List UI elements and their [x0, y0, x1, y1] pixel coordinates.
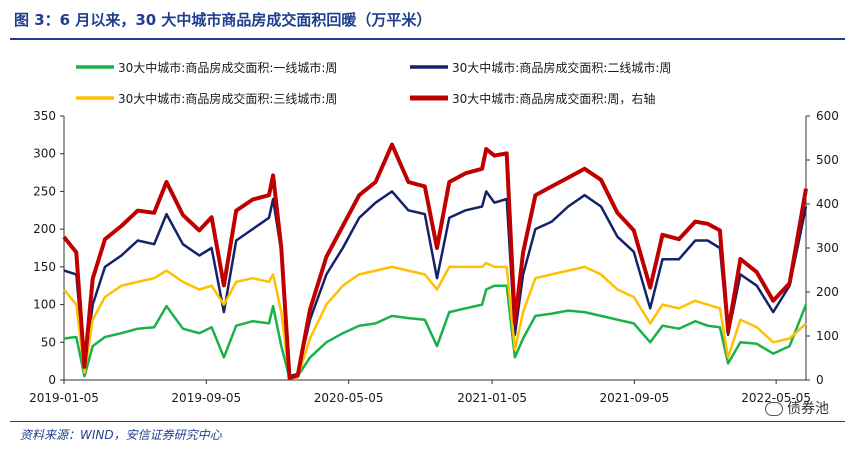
y-right-tick-label: 100 — [816, 329, 839, 343]
x-tick-label: 2019-01-05 — [29, 391, 99, 405]
x-tick-label: 2021-01-05 — [457, 391, 527, 405]
y-right-tick-label: 400 — [816, 197, 839, 211]
axes: 0 50 100 150 200 250 300 350 0 100 200 300 400 500 600… — [29, 109, 839, 405]
legend-label-tier1: 30大中城市:商品房成交面积:一线城市:周 — [118, 60, 337, 75]
series-line-tier1 — [63, 284, 808, 379]
y-left-tick-label: 350 — [33, 109, 56, 123]
y-right-tick-label: 0 — [816, 373, 824, 387]
series-line-tier2 — [63, 190, 808, 378]
y-right-tick-label: 600 — [816, 109, 839, 123]
source-rule — [10, 421, 845, 422]
series-line-total — [62, 142, 808, 380]
y-left-tick-label: 100 — [33, 298, 56, 312]
y-right-tick-label: 500 — [816, 153, 839, 167]
figure-title: 图 3：6 月以来，30 大中城市商品房成交面积回暖（万平米） — [14, 11, 432, 29]
y-left-tick-label: 300 — [33, 147, 56, 161]
y-left-tick-label: 150 — [33, 260, 56, 274]
series-line-tier3 — [63, 261, 807, 380]
y-left-tick-label: 250 — [33, 184, 56, 198]
y-right-tick-label: 200 — [816, 285, 839, 299]
watermark: 债券池 — [765, 398, 829, 418]
series-lines — [62, 142, 808, 380]
title-rule — [10, 38, 845, 40]
x-tick-label: 2019-09-05 — [171, 391, 241, 405]
legend-label-tier2: 30大中城市:商品房成交面积:二线城市:周 — [452, 60, 671, 75]
wechat-icon — [765, 402, 783, 416]
y-right-tick-label: 300 — [816, 241, 839, 255]
legend: 30大中城市:商品房成交面积:一线城市:周 30大中城市:商品房成交面积:二线城市… — [76, 60, 671, 106]
y-left-tick-label: 200 — [33, 222, 56, 236]
y-left-tick-label: 50 — [41, 335, 56, 349]
source-note: 资料来源：WIND，安信证券研究中心 — [20, 428, 222, 442]
legend-label-tier3: 30大中城市:商品房成交面积:三线城市:周 — [118, 91, 337, 106]
x-tick-label: 2020-05-05 — [314, 391, 384, 405]
watermark-label: 债券池 — [787, 401, 829, 417]
x-tick-label: 2022-05-05 — [741, 391, 811, 405]
y-left-tick-label: 0 — [48, 373, 56, 387]
legend-label-total: 30大中城市:商品房成交面积:周，右轴 — [452, 91, 655, 106]
x-tick-label: 2021-09-05 — [600, 391, 670, 405]
